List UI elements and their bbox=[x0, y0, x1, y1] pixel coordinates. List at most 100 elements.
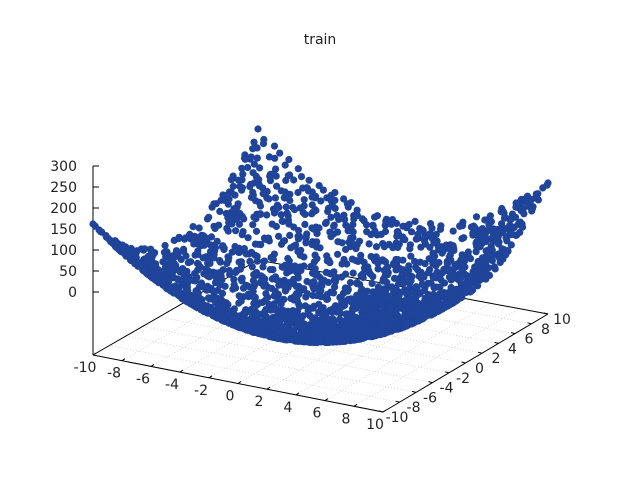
data-point bbox=[407, 228, 416, 236]
data-point bbox=[378, 314, 387, 323]
data-point bbox=[199, 254, 207, 262]
data-point bbox=[239, 284, 248, 292]
data-point bbox=[368, 279, 376, 287]
data-point bbox=[343, 260, 351, 268]
data-point bbox=[184, 259, 192, 267]
data-point bbox=[330, 222, 338, 230]
data-point bbox=[461, 263, 469, 271]
data-point bbox=[411, 257, 419, 266]
data-point bbox=[411, 217, 419, 225]
data-point bbox=[346, 279, 355, 287]
data-point bbox=[253, 301, 261, 309]
data-point bbox=[294, 165, 302, 173]
data-point bbox=[193, 300, 201, 308]
data-point bbox=[476, 243, 484, 251]
data-point bbox=[269, 255, 277, 264]
data-point bbox=[440, 279, 449, 287]
data-point bbox=[97, 228, 105, 236]
data-point bbox=[488, 257, 496, 265]
data-point bbox=[244, 293, 253, 301]
data-point bbox=[316, 244, 324, 252]
data-point bbox=[291, 206, 299, 214]
data-point bbox=[249, 221, 257, 229]
data-point bbox=[365, 240, 373, 248]
y-tick-label: 4 bbox=[508, 341, 517, 357]
y-tick bbox=[527, 322, 532, 325]
data-point bbox=[210, 254, 218, 262]
data-point bbox=[203, 286, 211, 294]
data-point bbox=[466, 255, 475, 263]
data-point bbox=[238, 164, 246, 172]
data-point bbox=[226, 270, 234, 278]
data-point bbox=[285, 155, 293, 164]
data-point bbox=[403, 224, 411, 232]
data-point bbox=[426, 243, 434, 251]
data-point bbox=[204, 304, 212, 312]
data-point bbox=[249, 145, 257, 153]
data-point bbox=[272, 172, 280, 180]
x-tick-label: -8 bbox=[107, 366, 121, 382]
data-point bbox=[270, 209, 278, 217]
data-point bbox=[107, 238, 115, 246]
y-tick-label: -10 bbox=[386, 410, 409, 426]
axes bbox=[92, 165, 549, 413]
data-point bbox=[273, 182, 281, 190]
data-point bbox=[191, 251, 199, 259]
data-point bbox=[327, 270, 335, 278]
data-point bbox=[441, 300, 449, 308]
data-point bbox=[356, 318, 364, 326]
data-point bbox=[338, 273, 346, 281]
data-point bbox=[426, 303, 434, 311]
data-point bbox=[349, 228, 357, 236]
data-point bbox=[377, 230, 385, 238]
data-point bbox=[474, 282, 482, 290]
data-point bbox=[250, 138, 258, 146]
data-point bbox=[259, 140, 268, 148]
data-point bbox=[189, 276, 197, 284]
data-point bbox=[244, 234, 252, 242]
data-point bbox=[235, 220, 243, 228]
data-point bbox=[326, 259, 334, 267]
data-point bbox=[407, 252, 415, 260]
data-point bbox=[338, 239, 346, 247]
data-point bbox=[327, 233, 335, 241]
data-point bbox=[272, 315, 280, 323]
data-point bbox=[195, 224, 203, 232]
x-tick-label: 8 bbox=[342, 411, 351, 427]
data-point bbox=[411, 298, 419, 307]
y-tick bbox=[428, 381, 433, 384]
data-point bbox=[321, 219, 330, 227]
data-point bbox=[168, 263, 176, 272]
data-point bbox=[327, 213, 335, 221]
data-point bbox=[416, 289, 424, 298]
data-point bbox=[265, 237, 273, 245]
data-point bbox=[340, 195, 348, 203]
x-tick-label: 0 bbox=[226, 389, 235, 405]
data-point bbox=[156, 278, 164, 287]
data-point bbox=[189, 223, 197, 231]
data-point bbox=[341, 333, 349, 341]
data-point bbox=[371, 213, 379, 221]
y-tick-label: 10 bbox=[553, 312, 571, 328]
x-tick-label: 6 bbox=[313, 406, 322, 422]
x-tick-label: -2 bbox=[194, 383, 208, 399]
data-point bbox=[311, 314, 319, 322]
data-point bbox=[250, 160, 258, 168]
data-point bbox=[238, 186, 246, 194]
data-point bbox=[286, 190, 294, 198]
data-point bbox=[390, 288, 398, 296]
data-point bbox=[392, 219, 401, 227]
data-point bbox=[363, 287, 371, 295]
data-point bbox=[295, 226, 303, 235]
data-point bbox=[224, 309, 232, 317]
data-point bbox=[331, 204, 339, 212]
data-point bbox=[260, 257, 268, 265]
z-tick-label: 250 bbox=[50, 180, 77, 196]
data-point bbox=[374, 265, 382, 273]
data-point bbox=[466, 288, 474, 296]
x-tick-label: -6 bbox=[136, 371, 150, 387]
data-point bbox=[329, 305, 337, 313]
data-point bbox=[315, 308, 323, 316]
x-tick bbox=[150, 363, 155, 367]
